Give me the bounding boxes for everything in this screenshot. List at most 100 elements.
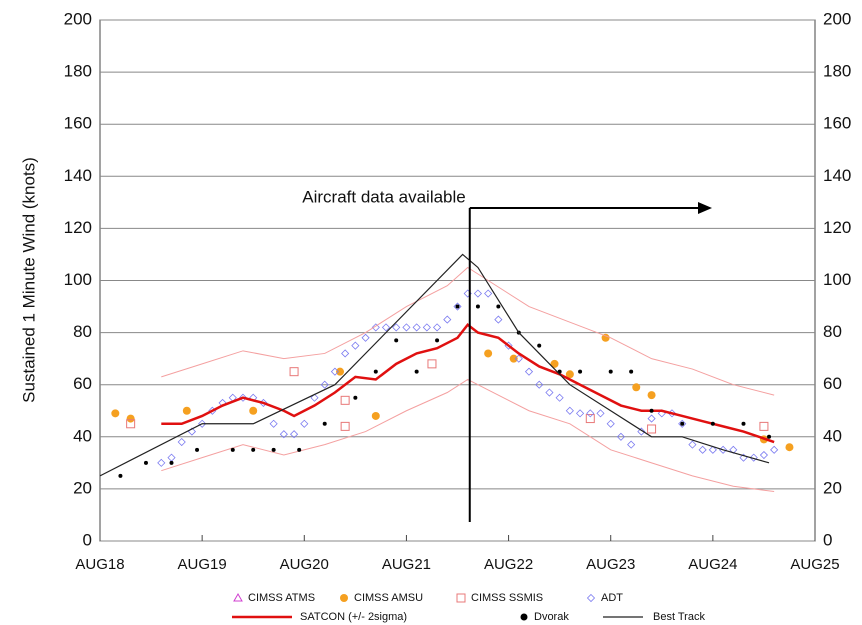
adt-point [341,349,350,358]
ssmis-point [759,421,769,431]
dvorak-point [373,369,378,374]
adt-point [565,406,574,415]
dvorak-point [435,338,440,343]
adt-point [157,458,166,467]
amsu-point [249,406,258,415]
x-tick-label: AUG24 [688,556,737,573]
adt-point [616,432,625,441]
adt-point [412,323,421,332]
dvorak-point [195,447,200,452]
y2-tick-label: 160 [823,114,851,133]
dvorak-point [455,304,460,309]
dvorak-point [271,447,276,452]
adt-point [759,450,768,460]
adt-point [198,419,207,428]
dvorak-point [230,447,235,452]
adt-point [279,430,288,439]
dvorak-point [578,369,583,374]
amsu-point [632,383,641,392]
x-tick-label: AUG18 [75,556,124,573]
adt-point [351,341,360,350]
y2-tick-label: 120 [823,218,851,237]
adt-point [535,380,544,389]
y2-tick-label: 20 [823,478,842,497]
amsu-point [785,443,794,452]
y2-tick-label: 40 [823,426,842,445]
dvorak-point [649,408,654,413]
adt-point [473,289,482,298]
adt-point [555,393,564,402]
series-line [99,253,770,477]
annotation-text: Aircraft data available [302,187,465,206]
adt-point [770,445,779,454]
amsu-point [601,333,610,342]
adt-point [310,393,319,402]
x-tick-label: AUG19 [178,556,227,573]
adt-point [606,419,615,428]
dvorak-point [496,304,501,309]
dvorak-point [767,434,772,439]
y-tick-label: 100 [64,270,92,289]
adt-point [678,419,687,428]
dvorak-point [414,369,419,374]
satcon-upper [161,266,775,396]
legend-label: CIMSS AMSU [354,592,423,604]
adt-point [484,289,493,298]
series-line [161,323,775,444]
ssmis-point [340,421,350,431]
dvorak-point [143,460,148,465]
y2-tick-label: 60 [823,374,842,393]
adt-point [167,453,176,462]
ssmis-point [340,395,350,405]
adt-point [433,323,442,332]
legend-swatch [233,592,243,602]
dvorak-point [322,421,327,426]
dvorak-point [394,338,399,343]
legend-swatch [520,613,528,621]
adt-point [708,445,717,454]
adt-point [443,315,452,324]
y-tick-label: 0 [83,530,92,549]
adt-point [647,414,656,423]
adt-point [422,323,431,332]
amsu-point [550,359,559,368]
adt-point [361,333,370,342]
arrow-head [698,202,712,214]
amsu-point [126,414,135,423]
adt-point [371,323,380,332]
x-tick-label: AUG20 [280,556,329,573]
adt-point [453,302,462,311]
x-tick-label: AUG25 [790,556,839,573]
y2-tick-label: 100 [823,270,851,289]
y-tick-label: 80 [73,322,92,341]
dvorak-point [629,369,634,374]
x-tick-label: AUG22 [484,556,533,573]
y2-tick-label: 80 [823,322,842,341]
adt-point [688,440,697,449]
dvorak-point [741,421,746,426]
dvorak-point [710,421,715,426]
amsu-point [111,409,120,418]
adt-point [330,367,339,376]
y-tick-label: 40 [73,426,92,445]
legend-label: CIMSS SSMIS [471,592,543,604]
y-tick-label: 140 [64,166,92,185]
amsu-point [647,391,656,400]
amsu-point [371,411,380,420]
legend-swatch [586,593,596,603]
legend-swatch [340,594,348,602]
dvorak-point [475,304,480,309]
adt-point [576,409,585,418]
legend-label: CIMSS ATMS [248,592,315,604]
adt-point [290,430,299,439]
adt-point [545,388,554,397]
adt-point [402,323,411,332]
adt-point [698,445,707,454]
ssmis-point [289,367,299,377]
adt-point [586,409,595,418]
y2-tick-label: 140 [823,166,851,185]
adt-point [269,419,278,428]
dvorak-point [251,447,256,452]
adt-point [300,419,309,428]
